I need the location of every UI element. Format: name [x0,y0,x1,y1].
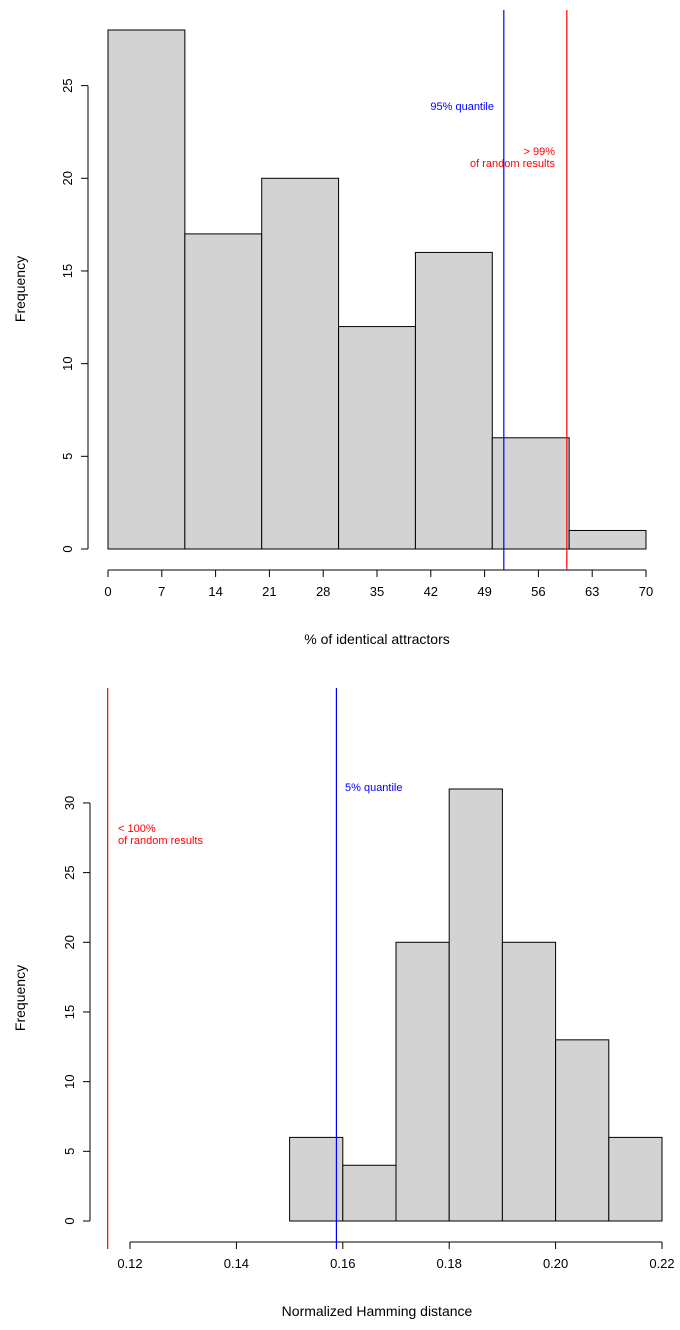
y-tick-label: 20 [60,171,75,185]
y-tick-label: 15 [62,1005,77,1019]
x-tick-label: 0.12 [117,1256,142,1271]
x-tick-label: 7 [158,584,165,599]
y-axis: 0 5 10 15 20 25 [60,78,89,553]
x-tick-label: 0.14 [224,1256,249,1271]
y-tick-label: 0 [60,545,75,552]
y-tick-label: 10 [60,356,75,370]
y-tick-label: 5 [62,1148,77,1155]
reference-line-annotation: of random results [118,835,203,847]
y-tick-label: 25 [60,78,75,92]
x-tick-label: 0.18 [437,1256,462,1271]
histogram-bar [342,1164,397,1222]
histogram-bar [184,233,263,550]
histogram-hamming-distance: 0.12 0.14 0.16 0.18 0.20 0.22 0 5 10 15 20 25 30 5%… [12,688,675,1319]
x-axis-label: Normalized Hamming distance [282,1303,473,1319]
x-tick-label: 14 [208,584,222,599]
reference-lines: 5% quantile < 100%of random results [107,688,403,1249]
x-tick-label: 35 [370,584,384,599]
y-tick-label: 25 [62,865,77,879]
x-tick-label: 28 [316,584,330,599]
y-tick-label: 10 [62,1074,77,1088]
histogram-bar [261,177,340,550]
histogram-bar [289,1136,344,1222]
reference-line-annotation: > 99% [524,146,556,158]
y-axis-label: Frequency [12,256,28,322]
reference-line-annotation: 5% quantile [345,782,403,794]
x-tick-label: 70 [639,584,653,599]
bars [107,29,647,550]
histogram-bar [608,1136,663,1222]
histogram-bar [448,788,503,1222]
x-tick-label: 0.16 [330,1256,355,1271]
histogram-bar [395,941,450,1222]
histogram-bar [491,437,570,550]
y-tick-label: 0 [62,1217,77,1224]
histogram-bar [338,326,416,550]
y-tick-label: 20 [62,935,77,949]
bars [289,788,663,1222]
reference-line-annotation: of random results [470,158,555,170]
reference-line-annotation: 95% quantile [430,101,494,113]
x-tick-label: 56 [531,584,545,599]
x-tick-label: 0 [104,584,111,599]
x-tick-label: 63 [585,584,599,599]
x-axis: 0.12 0.14 0.16 0.18 0.20 0.22 [117,1241,675,1271]
histogram-bar [568,529,647,550]
x-axis: 0 7 14 21 28 35 42 49 56 63 70 [104,569,653,599]
x-tick-label: 42 [424,584,438,599]
y-tick-label: 5 [60,453,75,460]
y-tick-label: 15 [60,264,75,278]
x-tick-label: 49 [477,584,491,599]
y-axis: 0 5 10 15 20 25 30 [62,796,91,1225]
histogram-bar [414,251,493,550]
reference-lines: 95% quantile > 99%of random results [430,10,568,570]
x-tick-label: 0.22 [649,1256,674,1271]
histogram-bar [107,29,186,550]
x-tick-label: 0.20 [543,1256,568,1271]
x-axis-label: % of identical attractors [304,631,450,647]
histogram-bar [555,1039,610,1222]
y-axis-label: Frequency [12,965,28,1031]
y-tick-label: 30 [62,796,77,810]
x-tick-label: 21 [262,584,276,599]
reference-line-annotation: < 100% [118,823,156,835]
histogram-identical-attractors: 0 7 14 21 28 35 42 49 56 63 70 0 5 10 15 20 25 95% quan… [12,10,653,647]
histogram-bar [501,941,557,1222]
